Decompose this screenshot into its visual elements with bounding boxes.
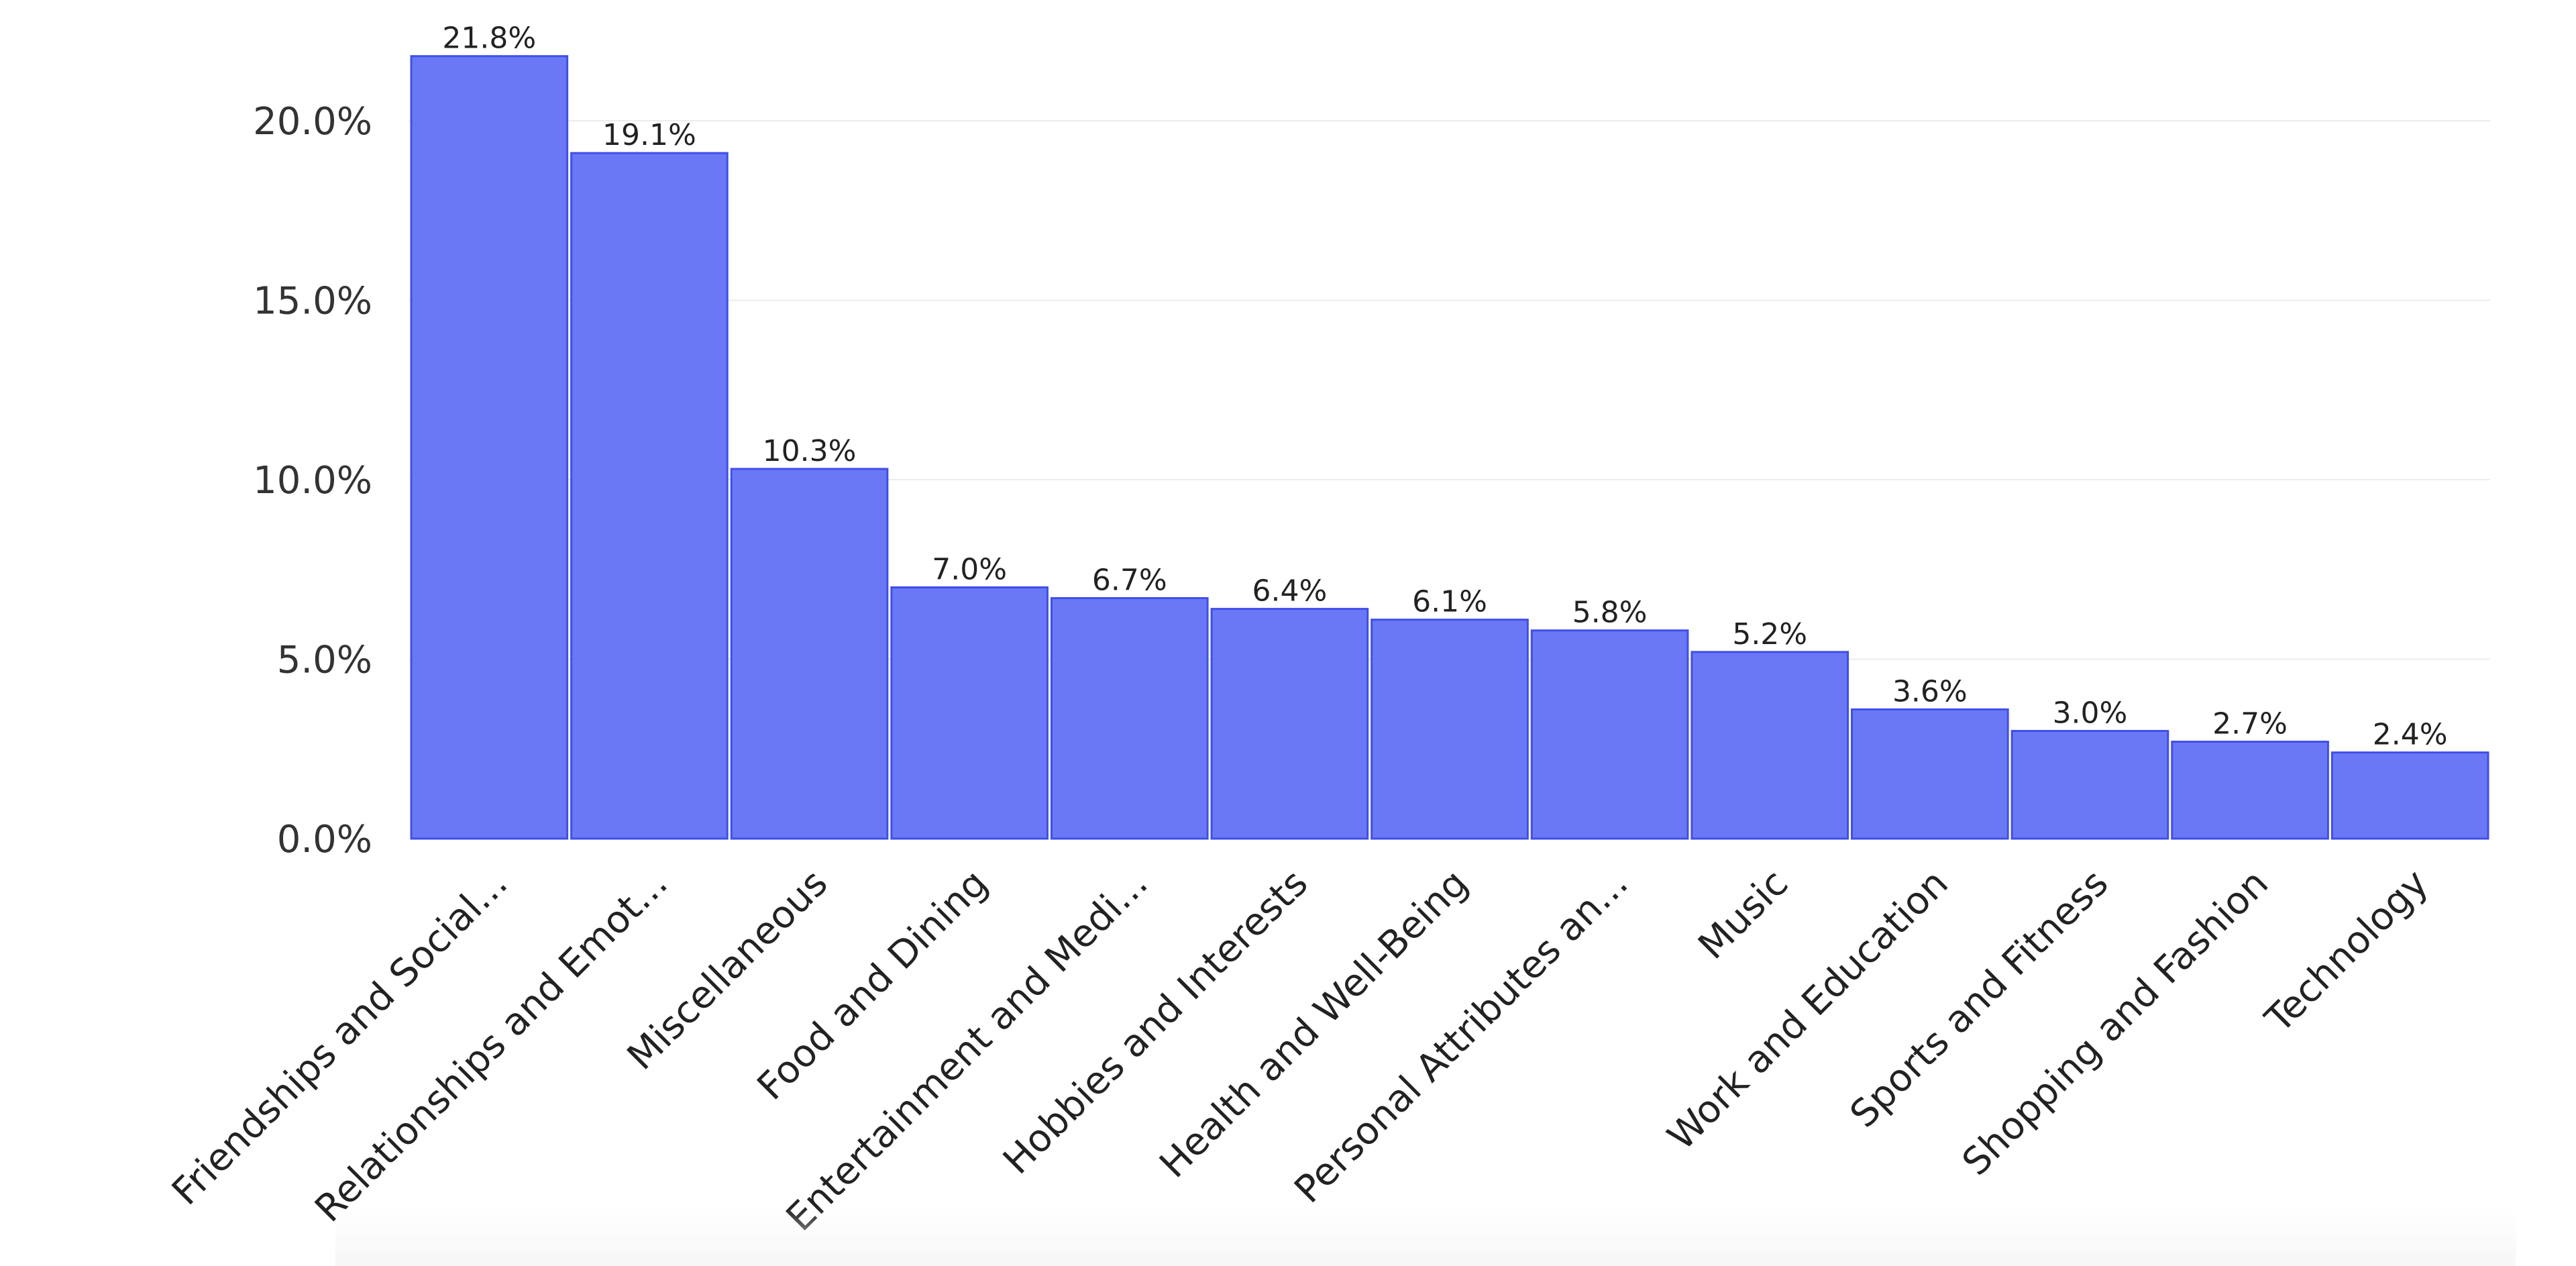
data-label: 5.8% <box>1572 596 1648 630</box>
y-tick-label: 20.0% <box>253 100 372 144</box>
x-tick-label: Music <box>1690 861 1796 968</box>
data-label: 10.3% <box>763 434 857 468</box>
x-tick-label: Shopping and Fashion <box>1954 861 2277 1184</box>
x-tick-label: Health and Well-Being <box>1151 861 1477 1187</box>
data-label: 6.4% <box>1252 574 1327 609</box>
bar <box>2171 741 2329 840</box>
bar <box>1851 708 2009 840</box>
x-tick-label: Personal Attributes an... <box>1286 861 1636 1212</box>
data-label: 2.4% <box>2373 718 2448 752</box>
bar <box>730 468 889 840</box>
data-label: 5.2% <box>1732 617 1807 651</box>
data-label: 6.1% <box>1412 585 1487 619</box>
data-label: 19.1% <box>602 118 696 152</box>
x-tick-label: Hobbies and Interests <box>995 861 1316 1183</box>
bar <box>890 586 1049 840</box>
data-label: 3.6% <box>1892 674 1968 708</box>
y-tick-label: 5.0% <box>277 639 372 682</box>
x-axis-ticks: Friendships and Social...Relationships a… <box>164 861 2436 1240</box>
bar <box>1050 597 1209 840</box>
bar <box>1530 629 1689 840</box>
bar <box>2330 751 2489 840</box>
bars <box>410 55 2489 840</box>
data-labels: 21.8% 19.1% 10.3% 7.0% 6.7% 6.4% 6.1% 5.8% 5.2% 3… <box>442 21 2447 752</box>
bar <box>1371 619 1529 840</box>
x-tick-label: Friendships and Social... <box>164 861 516 1214</box>
y-tick-label: 10.0% <box>253 459 372 503</box>
x-tick-label: Work and Education <box>1660 861 1957 1159</box>
bar <box>570 152 729 840</box>
data-label: 6.7% <box>1092 564 1167 598</box>
bar <box>1210 608 1369 840</box>
bar <box>1690 651 1849 840</box>
data-label: 7.0% <box>932 553 1007 587</box>
data-label: 2.7% <box>2212 707 2288 741</box>
y-tick-label: 0.0% <box>277 818 372 861</box>
bar <box>2010 730 2169 840</box>
bar <box>410 55 569 840</box>
y-axis-ticks: 0.0% 5.0% 10.0% 15.0% 20.0% <box>253 100 372 861</box>
x-tick-label: Sports and Fitness <box>1842 861 2117 1137</box>
data-label: 21.8% <box>442 21 536 56</box>
y-tick-label: 15.0% <box>253 280 372 323</box>
data-label: 3.0% <box>2053 696 2128 731</box>
x-tick-label: Technology <box>2257 861 2436 1041</box>
